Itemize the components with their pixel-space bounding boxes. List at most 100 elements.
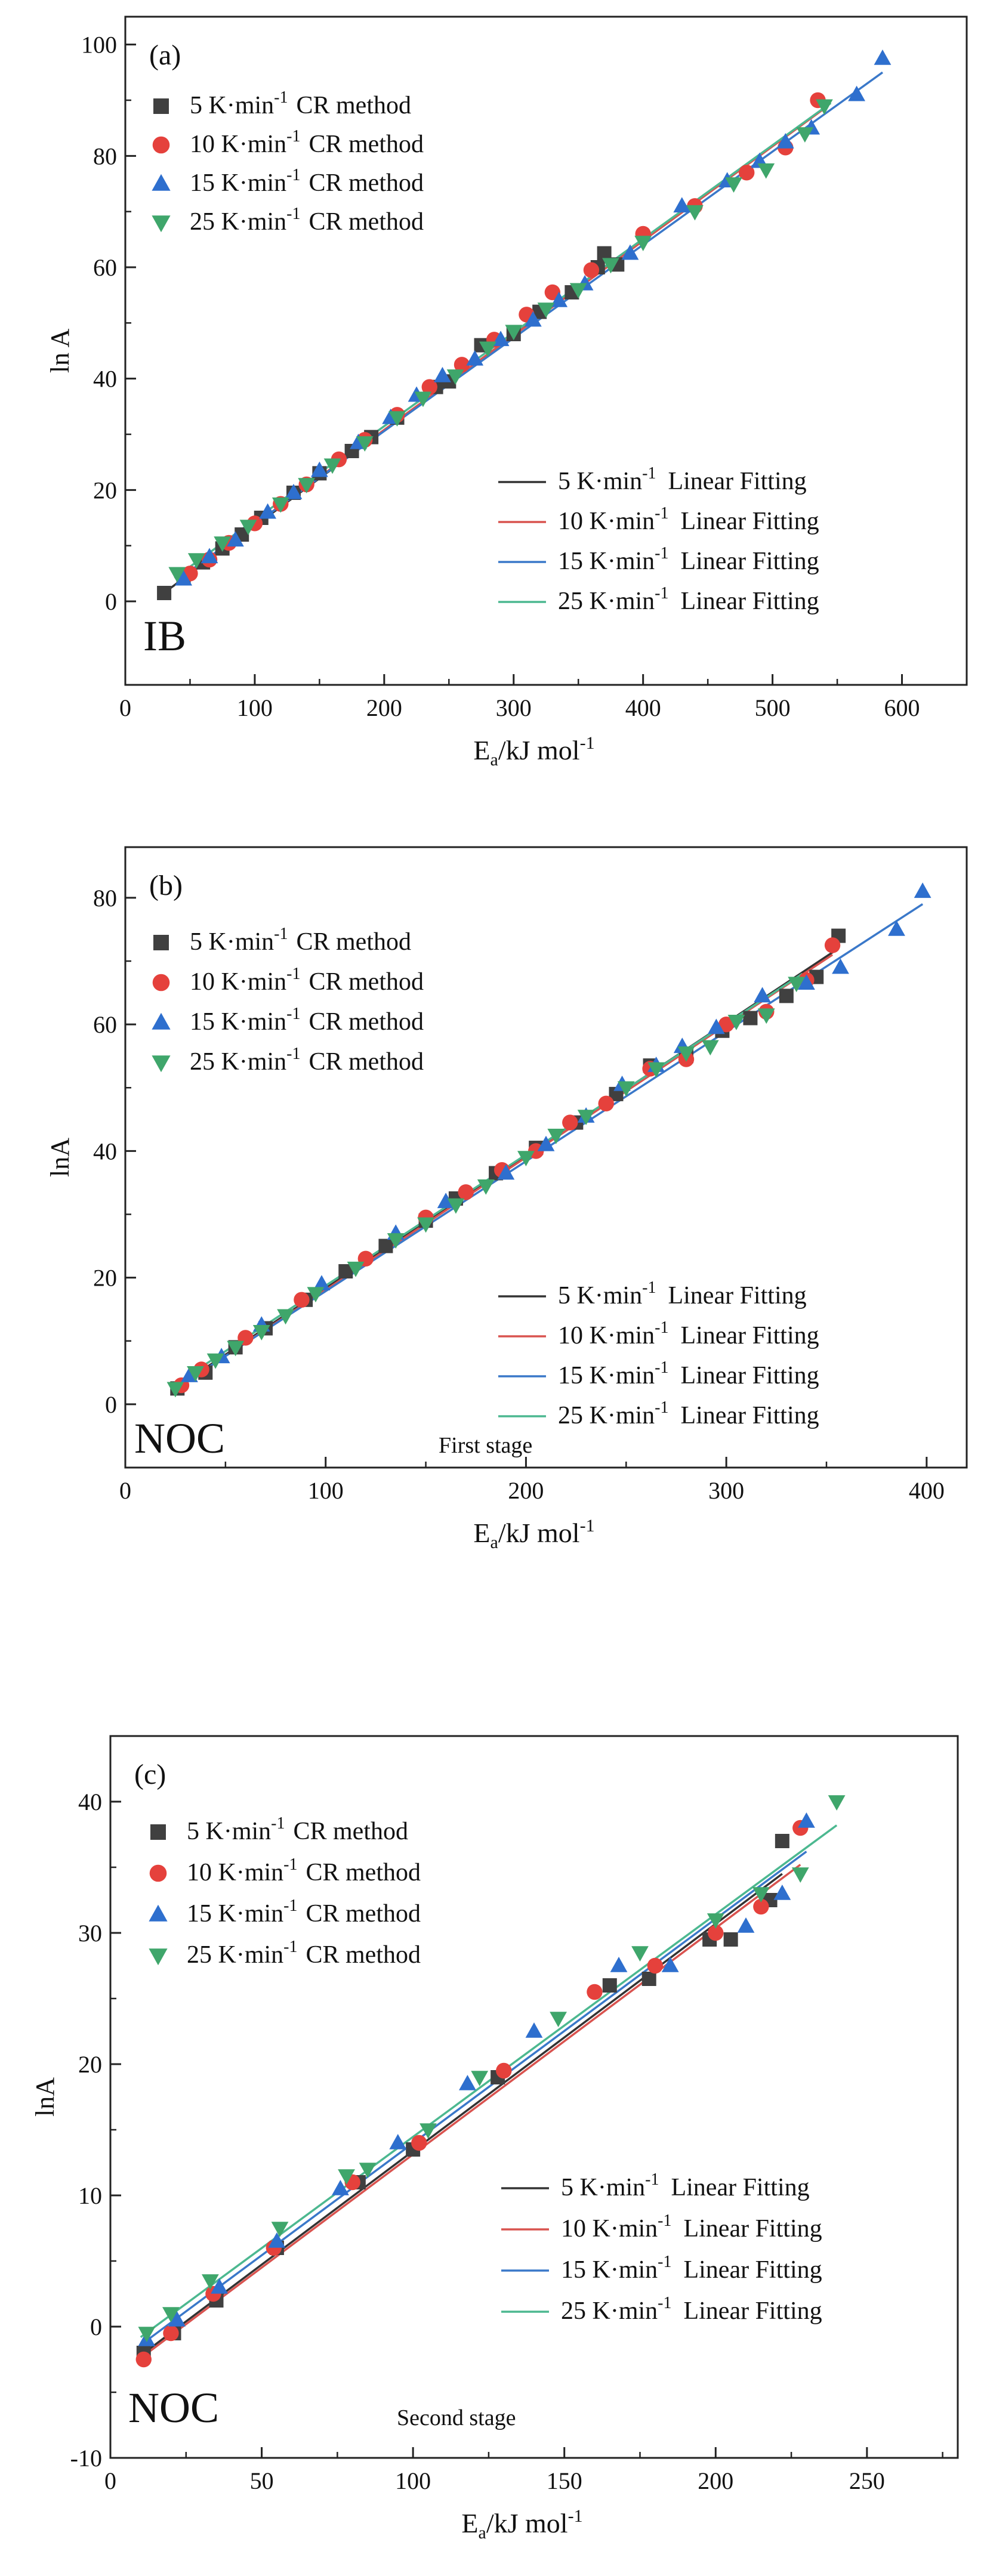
legend-sup: -1 — [286, 205, 300, 223]
data-point — [411, 2135, 427, 2151]
data-point — [332, 2180, 349, 2195]
legend-entry: 10 K·min-1 Linear Fitting — [558, 1318, 819, 1349]
legend-method: CR method — [309, 208, 424, 236]
data-point — [874, 50, 892, 65]
legend-method: CR method — [306, 1941, 421, 1969]
data-point — [707, 1018, 725, 1034]
y-tick-label: 0 — [105, 588, 117, 615]
data-point — [454, 357, 470, 373]
data-point — [788, 977, 806, 993]
data-point — [421, 379, 437, 395]
data-point — [754, 987, 771, 1003]
x-tick-label: 150 — [547, 2467, 582, 2494]
y-tick-label: 60 — [93, 254, 117, 281]
data-point — [547, 1129, 565, 1144]
data-point — [471, 2071, 489, 2086]
x-axis-title: Ea/kJ mol-1 — [473, 733, 594, 770]
x-tick-label: 300 — [708, 1477, 744, 1504]
data-point — [914, 882, 931, 898]
x-tick-label: 600 — [884, 694, 920, 721]
data-point — [313, 1275, 331, 1291]
legend-rate: 15 K·min — [190, 1008, 286, 1036]
data-point — [166, 1382, 184, 1398]
x-tick-label: 0 — [104, 2467, 116, 2494]
legend-rate: 25 K·min — [561, 2297, 658, 2325]
x-axis-title: Ea/kJ mol-1 — [473, 1516, 594, 1552]
legend-sup: -1 — [642, 464, 656, 483]
legend-sup: -1 — [286, 166, 300, 184]
legend-marker — [152, 974, 170, 992]
y-tick-label: 30 — [78, 1920, 102, 1947]
legend-sup: -1 — [271, 1814, 285, 1833]
data-point — [739, 165, 755, 181]
legend-rate: 5 K·min — [558, 468, 642, 495]
data-point — [832, 958, 849, 974]
fit-line-1 — [140, 1864, 801, 2359]
data-point — [634, 236, 652, 251]
legend-method: Linear Fitting — [680, 548, 819, 575]
x-tick-label: 0 — [119, 1477, 131, 1504]
y-tick-label: 40 — [78, 1789, 102, 1815]
x-tick-label: 100 — [395, 2467, 431, 2494]
legend-marker — [152, 136, 170, 154]
legend-rate: 5 K·min — [187, 1818, 271, 1845]
data-point — [187, 1366, 204, 1382]
data-point — [447, 1198, 465, 1214]
data-point — [602, 258, 619, 274]
data-point — [271, 2222, 289, 2237]
legend-method: Linear Fitting — [680, 508, 819, 535]
data-point — [168, 2311, 186, 2327]
chart-panel-c: 0 50 100 150 200 250 -10 0 10 20 30 40 lnA Ea/kJ mol-… — [0, 1718, 984, 2576]
data-point — [791, 1867, 809, 1883]
legend-sup: -1 — [655, 1398, 668, 1417]
data-point — [206, 1353, 224, 1369]
data-point — [641, 1972, 656, 1986]
legend-marker — [152, 174, 171, 191]
legend-entry: 25 K·min-1 CR method — [187, 1938, 421, 1969]
legend-sup: -1 — [286, 965, 300, 983]
legend-entry: 5 K·min-1 CR method — [190, 925, 411, 956]
data-point — [524, 311, 542, 327]
data-point — [272, 497, 289, 513]
y-axis-title: lnA — [45, 1138, 75, 1177]
data-point — [310, 461, 328, 477]
data-point — [388, 411, 406, 427]
legend-entry: 5 K·min-1 Linear Fitting — [558, 464, 807, 495]
legend-sup: -1 — [283, 1938, 297, 1956]
data-point — [798, 1812, 815, 1828]
data-point — [466, 350, 484, 366]
data-point — [727, 1015, 745, 1030]
plot-frame — [124, 846, 968, 1469]
legend-method: Linear Fitting — [680, 1402, 819, 1429]
x-axis-title-rest: /kJ mol — [498, 1518, 580, 1548]
legend-sup: -1 — [274, 88, 288, 107]
data-point — [252, 1325, 270, 1340]
legend-rate: 5 K·min — [561, 2174, 645, 2201]
data-point — [211, 2278, 228, 2294]
x-tick-label: 200 — [366, 694, 402, 721]
legend-rate: 10 K·min — [190, 131, 286, 158]
legend-marker — [152, 1055, 171, 1073]
x-tick-label: 300 — [496, 694, 532, 721]
legend-method: CR method — [306, 1900, 421, 1928]
sample-label: NOC — [128, 2384, 219, 2432]
data-point — [617, 1081, 635, 1097]
y-tick-label: 40 — [93, 366, 117, 393]
legend-sup: -1 — [655, 584, 668, 603]
legend-entry: 5 K·min-1 Linear Fitting — [561, 2170, 810, 2201]
data-point — [577, 1110, 595, 1126]
y-tick-label: -10 — [70, 2445, 102, 2472]
x-tick-label: 500 — [755, 694, 791, 721]
plot-frame — [124, 16, 968, 686]
data-point — [598, 1095, 614, 1111]
data-point — [723, 1932, 738, 1947]
legend-method: Linear Fitting — [680, 1322, 819, 1349]
x-axis-title-sup: -1 — [568, 2506, 583, 2526]
x-tick-label: 50 — [250, 2467, 274, 2494]
data-point — [201, 2274, 219, 2290]
x-tick-label: 200 — [508, 1477, 544, 1504]
legend-method: Linear Fitting — [680, 588, 819, 615]
data-point — [569, 283, 587, 299]
data-point — [587, 1984, 603, 2000]
legend-method: CR method — [309, 1008, 424, 1036]
